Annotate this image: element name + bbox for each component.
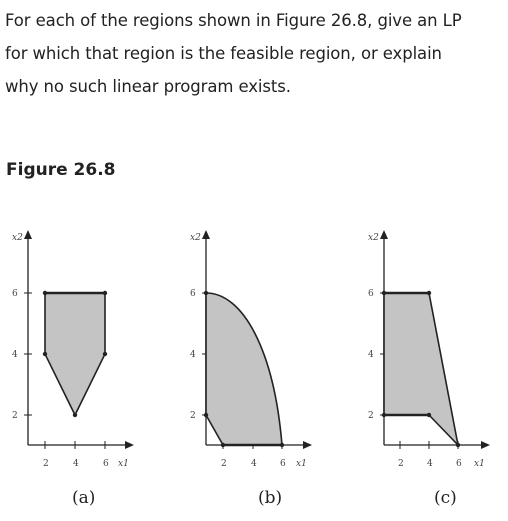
x-tick-6: 6 [103, 459, 109, 469]
y-tick-2: 2 [368, 411, 374, 421]
x-tick-6: 6 [456, 459, 462, 469]
x-tick-4: 4 [251, 459, 257, 469]
y-axis-label: x2 [368, 233, 379, 243]
feasible-region-a [44, 292, 106, 417]
region-vertices [203, 290, 285, 448]
x-tick-6: 6 [280, 459, 286, 469]
question-line-3: why no such linear program exists. [5, 77, 291, 96]
y-tick-6: 6 [368, 289, 374, 299]
y-axis-label: x2 [190, 233, 201, 243]
y-tick-4: 4 [368, 350, 374, 360]
x-tick-2: 2 [398, 459, 404, 469]
y-tick-4: 4 [12, 350, 18, 360]
y-tick-6: 6 [190, 289, 196, 299]
y-axis-arrow [202, 230, 210, 239]
x-tick-2: 2 [221, 459, 227, 469]
panel-c: 2 4 6 2 4 6 x2 x1 (c) [355, 220, 495, 520]
panel-label-a: (a) [72, 488, 96, 508]
panel-label-b: (b) [258, 488, 283, 508]
x-tick-4: 4 [427, 459, 433, 469]
y-tick-4: 4 [190, 350, 196, 360]
panel-b: 2 4 6 2 4 6 x2 x1 (b) [177, 220, 317, 520]
panel-b-graph: 2 4 6 2 4 6 x2 x1 [190, 230, 312, 469]
y-tick-6: 6 [12, 289, 18, 299]
figure-title: Figure 26.8 [6, 160, 116, 180]
region-vertices [381, 290, 461, 448]
question-line-1: For each of the regions shown in Figure … [5, 11, 462, 30]
y-tick-2: 2 [190, 411, 196, 421]
y-axis-arrow [380, 230, 388, 239]
panel-a: 2 4 6 2 4 6 x2 x1 (a) [0, 220, 140, 520]
x-axis-label: x1 [296, 459, 307, 469]
x-tick-4: 4 [73, 459, 79, 469]
y-axis-arrow [24, 230, 32, 239]
x-axis-label: x1 [474, 459, 485, 469]
question-text: For each of the regions shown in Figure … [5, 4, 505, 103]
panel-label-c: (c) [434, 488, 457, 508]
panel-c-graph: 2 4 6 2 4 6 x2 x1 [368, 230, 490, 469]
feasible-region-c [383, 292, 460, 448]
x-axis-arrow [303, 441, 312, 449]
region-vertices [42, 290, 108, 418]
x-tick-2: 2 [43, 459, 49, 469]
x-axis-label: x1 [118, 459, 129, 469]
panel-a-graph: 2 4 6 2 4 6 x2 x1 [12, 230, 134, 469]
x-axis-arrow [125, 441, 134, 449]
x-axis-arrow [481, 441, 490, 449]
y-axis-label: x2 [12, 233, 23, 243]
feasible-region-b [205, 292, 283, 446]
question-line-2: for which that region is the feasible re… [5, 44, 442, 63]
y-tick-2: 2 [12, 411, 18, 421]
